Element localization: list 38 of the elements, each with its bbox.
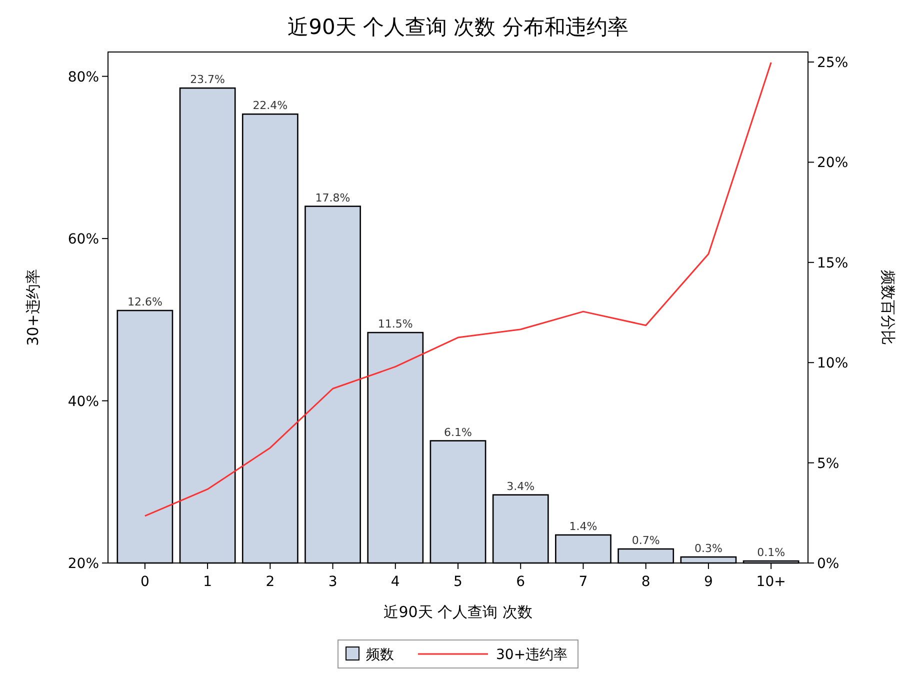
x-tick-label: 9 [704,574,713,590]
data-label: 0.7% [632,534,660,547]
data-label: 12.6% [127,296,162,309]
data-label: 22.4% [252,99,288,112]
x-axis-title: 近90天 个人查询 次数 [384,603,532,621]
data-label: 17.8% [315,191,350,204]
y2-tick-label: 10% [817,356,848,372]
x-tick-label: 0 [140,574,150,590]
x-tick-label: 4 [390,574,400,590]
chart-title: 近90天 个人查询 次数 分布和违约率 [288,15,628,39]
y-tick-label: 80% [68,69,99,86]
y-tick-label: 20% [68,556,99,572]
data-label: 11.5% [378,318,413,331]
legend-label: 30+违约率 [496,647,568,663]
y-tick-label: 60% [68,232,99,248]
y-tick-label: 40% [68,394,99,410]
legend-label: 频数 [366,647,394,663]
y2-tick-label: 25% [817,55,848,72]
x-tick-label: 3 [328,574,338,590]
x-tick-label: 6 [516,574,526,590]
data-label: 0.1% [757,546,786,559]
data-label: 1.4% [569,520,598,533]
y2-axis-title: 频数百分比 [879,270,897,345]
x-tick-label: 8 [641,574,650,590]
y2-tick-label: 0% [817,556,840,572]
data-label: 3.4% [506,480,535,493]
x-tick-label: 2 [266,574,275,590]
x-tick-label: 10+ [756,574,786,590]
data-label: 6.1% [444,426,472,439]
x-tick-label: 5 [454,574,462,590]
data-label: 23.7% [190,73,226,86]
x-tick-label: 1 [203,574,212,590]
x-tick-label: 7 [578,574,588,590]
y-axis-title: 30+违约率 [24,269,42,346]
data-label: 0.3% [694,542,722,555]
y2-tick-label: 20% [817,155,848,172]
y2-tick-label: 5% [817,456,840,472]
y2-tick-label: 15% [817,255,848,272]
